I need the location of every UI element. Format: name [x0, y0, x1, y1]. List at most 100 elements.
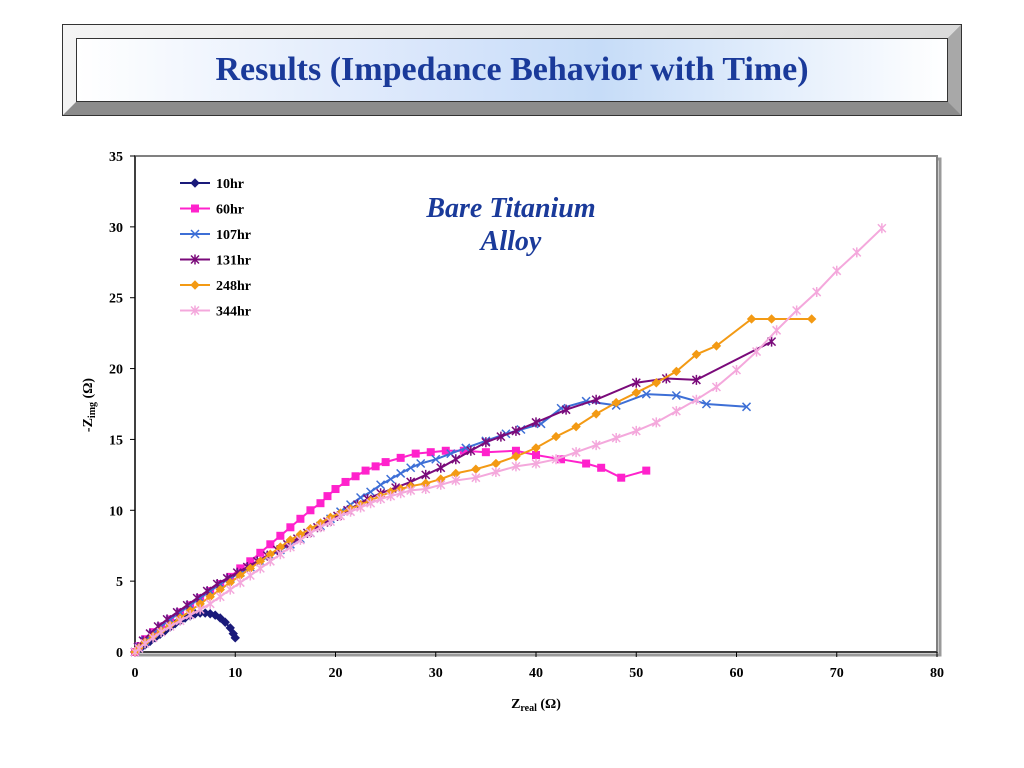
data-point-248hr [631, 387, 641, 398]
data-point-344hr [225, 584, 235, 595]
data-point-344hr [406, 485, 416, 496]
data-point-60hr [381, 458, 390, 467]
data-point-131hr [591, 394, 601, 405]
data-point-60hr [642, 466, 651, 475]
data-point-10hr [230, 633, 240, 643]
data-point-344hr [325, 516, 336, 527]
data-point-344hr [711, 381, 721, 392]
data-point-344hr [305, 527, 315, 538]
title-panel: Results (Impedance Behavior with Time) [76, 38, 948, 102]
data-point-10hr [215, 613, 225, 623]
x-tick-label: 10 [228, 666, 242, 681]
series-344hr [130, 223, 887, 657]
data-point-344hr [175, 615, 185, 626]
data-point-344hr [691, 394, 701, 405]
data-point-344hr [651, 417, 661, 428]
data-point-344hr [852, 247, 862, 258]
data-point-344hr [205, 598, 215, 609]
data-point-248hr [711, 341, 722, 351]
data-point-107hr [396, 468, 406, 478]
data-point-344hr [245, 570, 255, 581]
data-point-60hr [316, 499, 325, 508]
x-tick-label: 70 [830, 666, 844, 681]
data-point-344hr [671, 406, 681, 417]
data-point-344hr [531, 458, 541, 469]
data-point-344hr [275, 549, 285, 560]
x-tick-label: 50 [629, 666, 643, 681]
data-point-344hr [215, 591, 225, 602]
x-tick-label: 40 [529, 666, 543, 681]
data-point-131hr [436, 462, 446, 473]
data-point-131hr [481, 437, 491, 448]
data-point-344hr [315, 522, 325, 533]
data-point-107hr [461, 443, 471, 453]
data-point-248hr [591, 409, 601, 419]
data-point-60hr [426, 448, 435, 457]
y-tick-label: 20 [109, 363, 123, 378]
data-point-60hr [441, 446, 450, 455]
data-point-344hr [752, 346, 762, 357]
y-tick-label: 0 [116, 646, 123, 661]
data-point-107hr [406, 463, 416, 473]
data-point-344hr [265, 556, 275, 567]
legend-item-344hr: 344hr [180, 305, 251, 320]
data-point-344hr [195, 604, 205, 615]
data-point-131hr [511, 425, 521, 436]
data-point-60hr [246, 557, 255, 566]
legend-label: 107hr [216, 228, 251, 243]
data-point-248hr [746, 314, 757, 324]
data-point-344hr [376, 493, 386, 504]
data-point-60hr [323, 492, 332, 501]
x-tick-label: 80 [930, 666, 944, 681]
data-point-60hr [266, 540, 275, 549]
data-point-60hr [306, 506, 315, 515]
data-point-344hr [511, 461, 521, 472]
legend-marker [190, 229, 200, 239]
data-point-60hr [511, 446, 520, 455]
data-point-344hr [451, 475, 461, 486]
x-tick-label: 0 [132, 666, 139, 681]
y-tick-label: 30 [109, 221, 123, 236]
legend-item-60hr: 60hr [180, 203, 244, 218]
data-point-60hr [532, 451, 540, 460]
data-point-248hr [691, 349, 702, 360]
x-axis-title: Zreal (Ω) [511, 697, 561, 714]
data-point-344hr [832, 265, 842, 276]
data-point-60hr [597, 463, 606, 472]
legend-label: 60hr [216, 203, 244, 218]
data-point-344hr [156, 627, 166, 638]
legend-label: 248hr [216, 279, 251, 294]
data-point-344hr [140, 638, 150, 649]
legend-marker [190, 254, 200, 265]
data-point-344hr [792, 305, 802, 316]
y-axis-title: -Zimg (Ω) [81, 378, 98, 432]
legend-item-107hr: 107hr [180, 228, 251, 243]
data-point-131hr [631, 377, 641, 388]
data-point-344hr [335, 510, 346, 521]
data-point-344hr [148, 632, 158, 643]
slide-title: Results (Impedance Behavior with Time) [215, 51, 809, 88]
data-point-107hr [741, 402, 752, 412]
data-point-344hr [436, 479, 446, 490]
data-point-60hr [371, 462, 380, 471]
data-point-344hr [165, 621, 175, 632]
data-point-131hr [496, 431, 506, 442]
data-point-131hr [531, 417, 541, 428]
data-point-344hr [346, 506, 356, 517]
data-point-248hr [766, 314, 777, 324]
data-point-107hr [416, 458, 426, 469]
x-tick-label: 30 [429, 666, 443, 681]
data-point-131hr [421, 469, 431, 480]
data-point-344hr [631, 425, 641, 436]
x-tick-label: 20 [329, 666, 343, 681]
data-point-107hr [386, 474, 396, 484]
data-point-131hr [691, 374, 701, 385]
data-point-248hr [571, 421, 581, 432]
legend-item-10hr: 10hr [180, 177, 244, 192]
data-point-344hr [571, 447, 581, 458]
plot-area [134, 155, 938, 653]
legend-item-131hr: 131hr [180, 254, 251, 269]
data-point-107hr [431, 454, 441, 464]
data-point-60hr [286, 523, 295, 532]
